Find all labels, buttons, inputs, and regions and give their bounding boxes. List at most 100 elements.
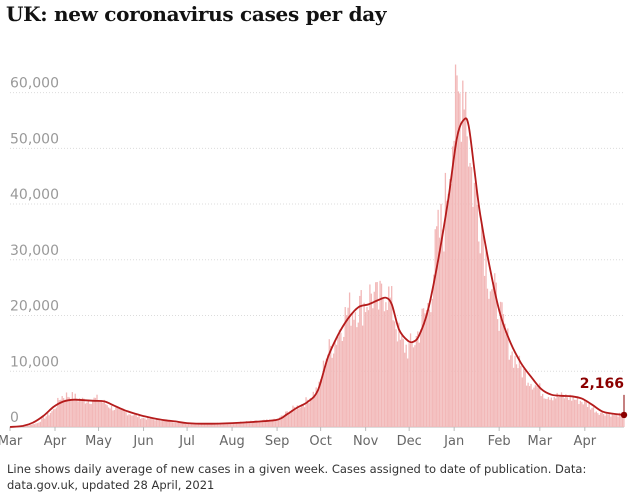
daily-bar [405,344,407,427]
daily-bar [199,424,201,427]
daily-bar [266,419,268,427]
daily-bar [499,301,502,427]
daily-bar [517,368,519,427]
daily-bar [541,393,544,427]
daily-bar [578,404,580,427]
x-tick-label: Jan [443,434,464,449]
daily-bar [552,400,554,427]
daily-bar [330,345,332,427]
daily-bar [200,423,203,427]
x-tick-label: Mar [0,434,23,449]
daily-bar [174,422,177,427]
daily-bar [274,419,277,427]
daily-bar [177,422,179,427]
daily-bar [52,409,55,427]
daily-bar [39,421,42,427]
daily-bar [440,203,442,427]
daily-bar [610,416,612,427]
daily-bar [113,410,116,427]
daily-bar [438,237,441,427]
daily-bar [49,413,52,427]
daily-bar [504,323,506,427]
daily-bar [568,399,570,427]
daily-bar [155,418,158,427]
daily-bar [447,193,449,427]
daily-bar [257,421,259,427]
daily-bar [395,329,397,427]
daily-bar [36,423,39,427]
daily-bar [212,423,214,427]
daily-bar [134,414,136,427]
daily-bar [434,229,436,427]
daily-bar [489,291,492,427]
daily-bar [187,423,190,427]
daily-bar [418,342,420,427]
daily-bar [248,421,251,427]
daily-bar [35,423,37,427]
daily-bar [441,229,444,427]
daily-bar [562,394,564,427]
daily-bar [78,398,81,427]
daily-bar [408,343,410,427]
daily-bar [47,412,49,427]
daily-bar [135,414,137,427]
daily-bar [427,302,429,427]
daily-bar [70,400,72,427]
daily-bar [150,417,152,427]
daily-bar [224,423,226,427]
daily-bar [380,283,383,427]
daily-bar [523,368,525,427]
daily-bar [456,75,458,428]
daily-bar [80,400,82,427]
daily-bar [105,404,107,427]
daily-bar [164,420,166,427]
daily-bar [186,423,188,427]
daily-bar [242,422,245,427]
daily-bar [521,377,523,427]
daily-bar [530,383,532,427]
daily-bar [270,420,272,427]
daily-bar [511,351,513,427]
daily-bar [23,426,26,427]
daily-bar [123,411,126,427]
daily-bar [61,396,63,427]
daily-bar [466,136,468,427]
daily-bar [325,358,328,427]
daily-bar [86,402,88,427]
daily-bar [361,325,364,427]
daily-bar [540,396,542,427]
daily-bar [62,398,65,427]
daily-bar [96,394,98,427]
daily-bar [231,423,233,427]
daily-bar [219,423,222,427]
daily-bar [537,387,539,427]
daily-bar [584,400,586,427]
daily-bar [245,421,248,427]
daily-bar [324,368,326,427]
daily-bar [60,399,62,427]
daily-bar [211,423,213,427]
daily-bar [586,406,589,427]
daily-bar [546,398,548,427]
x-axis-ticks: Mar Apr May Jun Jul Aug Sep Oct Nov Dec Jan Feb Mar A… [0,427,597,449]
daily-bar [261,420,264,427]
daily-bar [332,353,335,427]
daily-bar [479,253,481,427]
daily-bar [373,291,375,427]
daily-bar [591,408,593,427]
daily-bar [109,408,111,427]
daily-bar [29,424,31,427]
daily-bar [126,415,129,427]
daily-bar [171,422,174,427]
daily-bar [296,405,298,427]
daily-bar [409,333,412,427]
daily-bar [556,392,558,427]
daily-bar [594,412,596,427]
daily-bar [180,422,182,427]
daily-bar [391,286,393,427]
daily-bar [350,325,352,427]
daily-bar [321,376,323,427]
daily-bar [375,282,377,427]
daily-bar [515,364,518,427]
daily-bar [206,423,208,427]
